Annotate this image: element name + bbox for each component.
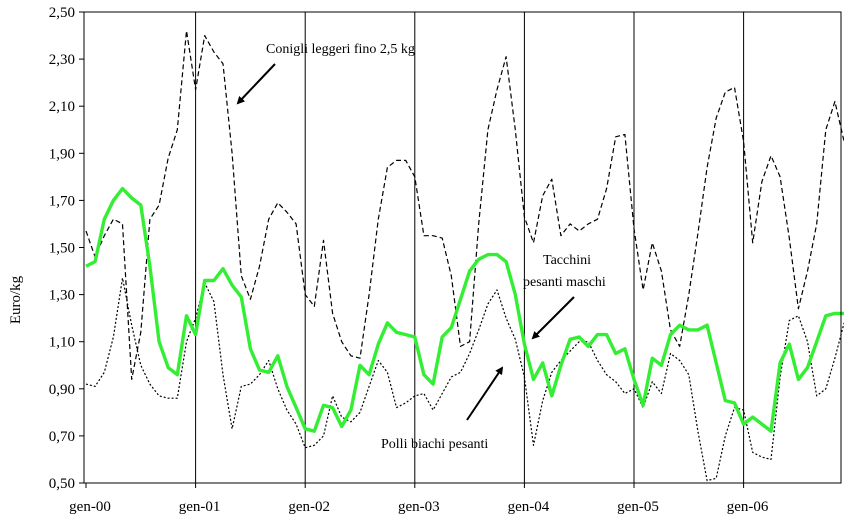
series-line-conigli <box>85 30 844 380</box>
gridlines <box>195 12 745 483</box>
annotation-conigli-label: Conigli leggeri fino 2,5 kg <box>266 42 415 57</box>
annotation-tacchini-arrow <box>531 296 575 340</box>
annotation-tacchini-label-line1: Tacchini <box>543 253 591 268</box>
annotation-polli-label: Polli biachi pesanti <box>381 437 488 452</box>
annotations: Conigli leggeri fino 2,5 kg Tacchini pes… <box>236 42 606 452</box>
annotation-tacchini-label-line2: pesanti maschi <box>523 275 606 290</box>
x-axis: gen-00 gen-01 gen-02 gen-03 gen-04 gen-05 gen-… <box>69 483 769 515</box>
series-layer <box>85 30 844 482</box>
annotation-polli-arrow <box>466 366 504 421</box>
annotation-conigli-arrow <box>236 63 276 105</box>
y-tick-label: 1,10 <box>49 335 75 351</box>
y-tick-label: 2,10 <box>49 99 75 115</box>
x-tick-label: gen-06 <box>727 499 769 515</box>
x-tick-label: gen-05 <box>617 499 659 515</box>
y-axis: 0,50 0,70 0,90 1,10 1,30 1,50 1,70 1,90 2,10 2,30… <box>49 5 84 492</box>
y-tick-label: 2,30 <box>49 52 75 68</box>
x-tick-label: gen-01 <box>179 499 221 515</box>
series-line-tacchini <box>85 186 844 433</box>
y-tick-label: 1,50 <box>49 241 75 257</box>
y-axis-label: Euro/kg <box>8 275 24 324</box>
y-tick-label: 0,70 <box>49 429 75 445</box>
y-tick-label: 1,90 <box>49 146 75 162</box>
x-tick-label: gen-02 <box>288 499 330 515</box>
x-tick-label: gen-03 <box>398 499 440 515</box>
x-tick-label: gen-04 <box>508 499 550 515</box>
y-tick-label: 0,90 <box>49 382 75 398</box>
plot-frame <box>83 11 842 484</box>
series-line-polli <box>85 277 844 482</box>
x-tick-label: gen-00 <box>69 499 111 515</box>
y-tick-label: 1,70 <box>49 193 75 209</box>
y-tick-label: 2,50 <box>49 5 75 21</box>
y-tick-label: 0,50 <box>49 476 75 492</box>
y-tick-label: 1,30 <box>49 288 75 304</box>
